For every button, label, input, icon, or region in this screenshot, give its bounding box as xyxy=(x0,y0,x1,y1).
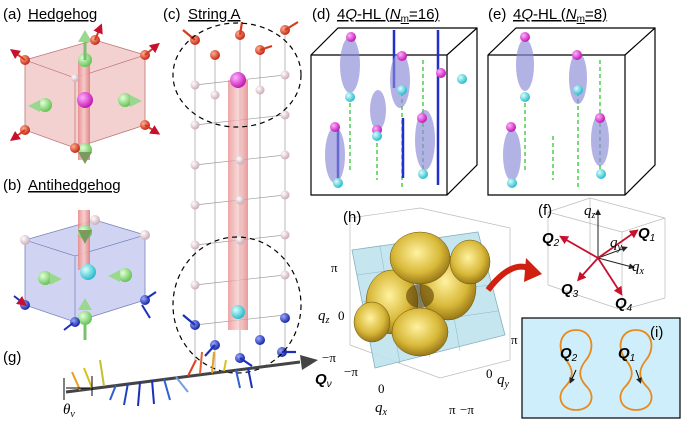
panel-b-antihedgehog xyxy=(13,210,157,340)
panel-h-qz-label: qz xyxy=(318,308,330,326)
panel-h-qy-label: qy xyxy=(497,372,510,390)
panel-h-tag: (h) xyxy=(343,209,361,226)
panel-f-q-vectors xyxy=(547,197,666,311)
panel-a-title: Hedgehog xyxy=(28,6,97,23)
panel-c-tag: (c) xyxy=(163,6,181,23)
panel-f-q2-label: Q2 xyxy=(542,230,560,249)
panel-h-qy-negpi: −π xyxy=(460,402,474,417)
panel-f-q1-label: Q1 xyxy=(638,225,655,244)
panel-d-tag: (d) xyxy=(312,6,330,23)
panel-h-qx-zero: 0 xyxy=(378,381,385,396)
panel-e-title: 4Q-HL (Nm=8) xyxy=(513,6,607,25)
panel-i-q1-label: Q1 xyxy=(618,345,635,364)
panel-f-q3-label: Q3 xyxy=(561,281,579,300)
panel-d-title: 4Q-HL (Nm=16) xyxy=(337,6,439,25)
panel-g-helix xyxy=(63,351,318,407)
panel-h-qz-zero: 0 xyxy=(338,308,345,323)
panel-h-qx-pi: π xyxy=(449,402,456,417)
panel-i-tag: (i) xyxy=(650,324,663,341)
panel-h-qz-negpi: −π xyxy=(322,350,336,365)
panel-h-qy-pi: π xyxy=(511,332,518,347)
panel-h-qz-pi: π xyxy=(331,260,338,275)
panel-f-q4-label: Q4 xyxy=(615,295,633,314)
panel-d-4q-hl-16 xyxy=(310,27,478,196)
panel-b-title: Antihedgehog xyxy=(28,177,121,194)
panel-e-4q-hl-8 xyxy=(487,27,656,196)
panel-e-tag: (e) xyxy=(488,6,506,23)
panel-f-tag: (f) xyxy=(538,202,552,219)
panel-c-title: String A xyxy=(188,6,241,23)
panel-f-qy-label: qy xyxy=(610,235,623,253)
panel-h-qy-zero: 0 xyxy=(486,366,493,381)
panel-h-fermi-surface xyxy=(349,207,542,379)
panel-h-qx-negpi: −π xyxy=(344,364,358,379)
panel-g-qv-label: Qν xyxy=(315,371,332,390)
panel-i-cross-section xyxy=(521,317,681,419)
panel-c-string xyxy=(172,21,302,374)
panel-f-qx-label: qx xyxy=(632,259,645,277)
panel-i-q2-label: Q2 xyxy=(560,345,578,364)
panel-a-hedgehog xyxy=(9,23,161,164)
panel-f-qz-label: qz xyxy=(584,203,596,221)
panel-g-tag: (g) xyxy=(3,349,21,366)
panel-g-theta-label: θν xyxy=(63,402,75,420)
panel-b-tag: (b) xyxy=(3,177,21,194)
panel-h-qx-label: qx xyxy=(375,400,388,418)
panel-a-tag: (a) xyxy=(3,6,21,23)
